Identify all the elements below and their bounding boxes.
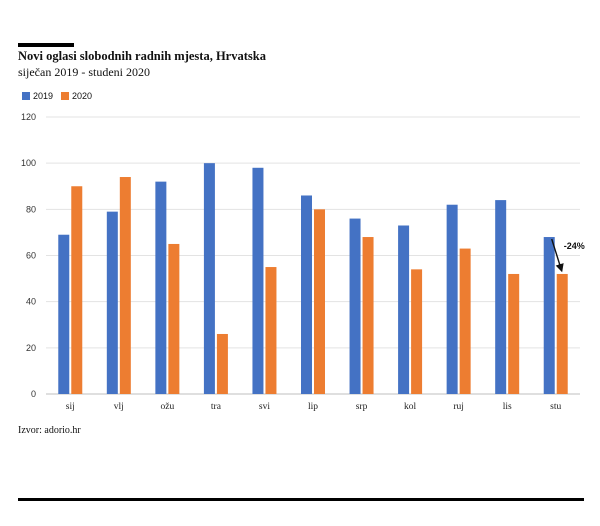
legend-label-2020: 2020 (72, 91, 93, 101)
bar-2020-stu (556, 273, 568, 394)
y-tick-label: 40 (26, 297, 36, 307)
bar-2019-svi (252, 167, 264, 394)
bar-2020-kol (411, 269, 423, 394)
x-tick-label: vlj (114, 402, 124, 412)
annotation-label: -24% (564, 241, 585, 251)
legend-label-2019: 2019 (33, 91, 54, 101)
bar-2020-lip (314, 209, 325, 394)
x-tick-label: ožu (161, 402, 175, 412)
bar-2019-ruj (446, 204, 458, 394)
bar-2020-srp (362, 237, 374, 394)
annotation-arrow (551, 238, 564, 273)
bar-2019-sij (58, 234, 70, 394)
bottom-rule (18, 498, 584, 501)
chart-subtitle: siječan 2019 - studeni 2020 (18, 65, 150, 79)
x-tick-label: kol (404, 402, 417, 412)
bar-2020-ruj (459, 248, 471, 394)
y-tick-label: 100 (21, 158, 36, 168)
bar-2019-ožu (155, 181, 167, 394)
y-tick-label: 0 (31, 389, 36, 399)
y-tick-label: 60 (26, 251, 36, 261)
bar-2019-lis (495, 200, 507, 394)
x-tick-label: srp (356, 402, 368, 412)
legend-item-2019: 2019 (22, 91, 53, 101)
bar-2020-ožu (168, 243, 180, 394)
bar-2020-vlj (119, 177, 131, 394)
x-tick-label: svi (259, 402, 270, 412)
x-tick-label: tra (211, 402, 222, 412)
x-tick-label: ruj (453, 402, 464, 412)
x-tick-label: lis (503, 402, 512, 412)
source-note: Izvor: adorio.hr (18, 425, 81, 436)
legend-item-2020: 2020 (61, 91, 92, 101)
chart-title: Novi oglasi slobodnih radnih mjesta, Hrv… (18, 49, 266, 63)
y-tick-label: 120 (21, 112, 36, 122)
x-tick-label: lip (308, 402, 318, 412)
bar-2020-svi (265, 267, 277, 394)
y-tick-label: 20 (26, 343, 36, 353)
bar-2020-sij (71, 186, 83, 394)
legend-swatch-2019 (22, 92, 30, 100)
bar-2019-kol (398, 225, 410, 394)
bar-2020-lis (508, 273, 520, 394)
bar-2019-tra (203, 163, 215, 394)
legend-swatch-2020 (61, 92, 70, 100)
top-rule (18, 43, 74, 47)
x-tick-label: sij (66, 402, 75, 412)
bar-2020-tra (216, 333, 228, 394)
x-tick-label: stu (550, 402, 561, 412)
bar-2019-lip (301, 195, 312, 394)
legend: 2019 2020 (22, 91, 100, 101)
y-tick-label: 80 (26, 204, 36, 214)
bar-2019-srp (349, 218, 361, 394)
bar-2019-stu (543, 237, 555, 394)
bar-2019-vlj (106, 211, 118, 394)
